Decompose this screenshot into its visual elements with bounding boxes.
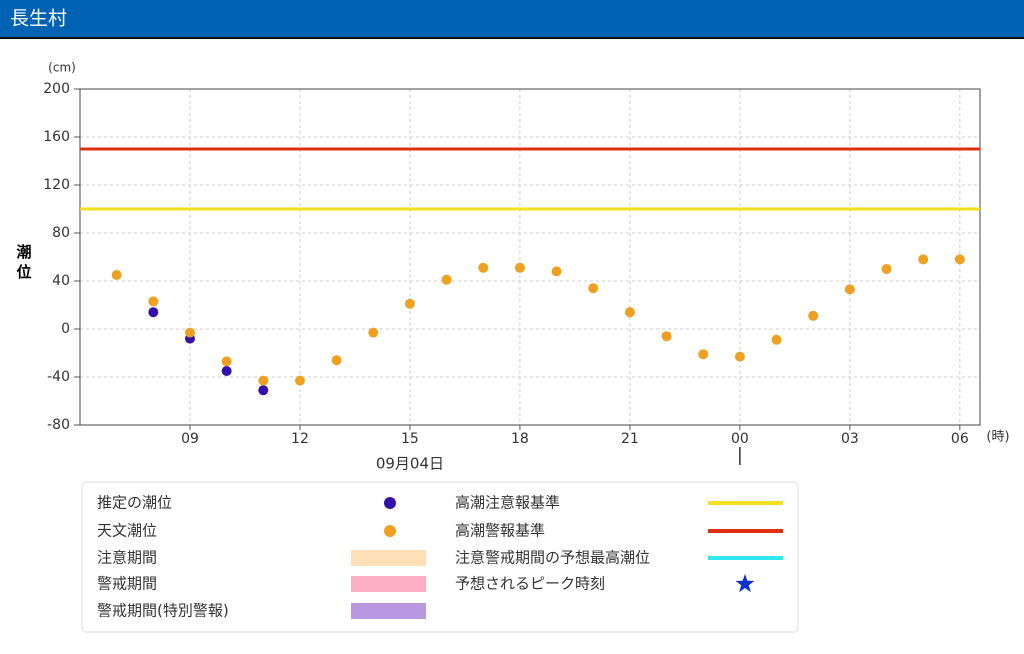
legend-star [735,574,755,593]
data-point [588,283,599,294]
data-point [404,298,415,309]
legend-label: 注意警戒期間の予想最高潮位 [455,549,650,567]
x-tick-label: 06 [951,431,969,447]
x-tick-label: 00 [731,431,749,447]
data-point [918,254,929,265]
data-point [331,355,342,366]
legend-symbol [384,497,396,509]
data-point [148,296,159,307]
data-point [258,385,269,396]
data-point [368,327,379,338]
y-tick-label: 0 [61,321,70,337]
date-label: 09月04日 [376,455,444,473]
data-point [111,270,122,280]
x-tick-label: 15 [401,431,419,447]
data-point [661,331,672,342]
header-rule [0,37,1024,39]
data-point [148,307,159,318]
data-point [478,262,489,273]
y-tick-label: 40 [52,273,70,289]
data-point [808,310,819,321]
legend-label: 高潮警報基準 [455,522,545,540]
x-tick-label: 12 [291,431,309,447]
data-point [258,375,269,386]
data-point [294,375,305,386]
plot-frame [79,88,981,426]
y-tick-label: 200 [43,81,70,97]
legend-label: 高潮注意報基準 [455,494,560,512]
data-point [441,274,452,285]
legend-box [81,481,799,633]
x-tick-label: 03 [841,431,859,447]
legend-label: 注意期間 [97,549,157,567]
legend-label: 推定の潮位 [97,494,172,512]
data-point [624,307,635,318]
legend-swatch [351,550,426,566]
y-tick-label: -80 [47,417,70,433]
data-point [771,334,782,345]
data-point [954,254,965,265]
data-point [551,266,562,277]
legend-label: 天文潮位 [97,522,157,540]
data-point [514,262,525,273]
y-unit: (cm) [48,61,76,75]
y-tick-label: 160 [43,129,70,145]
y-tick-label: 120 [43,177,70,193]
legend-swatch [351,576,426,592]
data-point [881,264,892,274]
data-point [221,356,232,367]
y-axis-label: 潮位 [16,243,31,281]
data-point [734,351,745,362]
data-point [221,366,232,376]
header-title: 長生村 [10,8,67,30]
legend-label: 警戒期間 [97,575,157,593]
legend-label: 警戒期間(特別警報) [97,602,229,620]
y-tick-label: -40 [47,369,70,385]
x-unit: (時) [986,430,1009,445]
data-point [184,327,195,338]
x-tick-label: 18 [511,431,529,447]
legend-symbol [384,525,396,537]
y-tick-label: 80 [52,225,70,241]
x-tick-label: 09 [181,431,199,447]
legend-swatch [351,603,426,619]
legend-label: 予想されるピーク時刻 [455,575,605,593]
x-tick-label: 21 [621,431,639,447]
data-point [698,349,709,360]
header-bar [0,0,1024,37]
data-point [844,284,855,295]
